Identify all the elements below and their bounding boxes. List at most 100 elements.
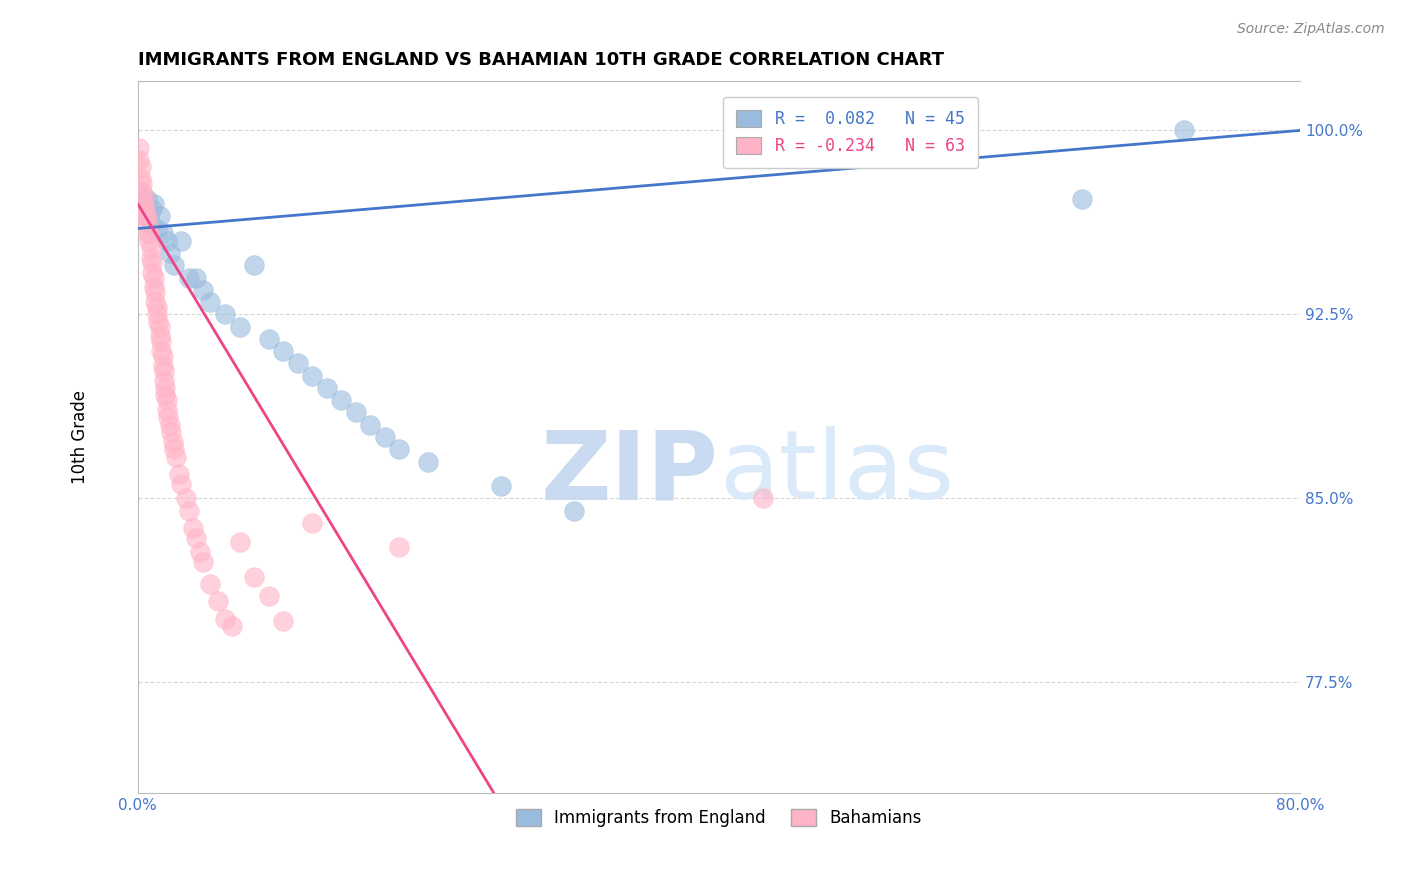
Point	[207, 594, 229, 608]
Point	[138, 227, 160, 241]
Point	[141, 256, 163, 270]
Point	[159, 246, 181, 260]
Point	[135, 192, 157, 206]
Point	[128, 192, 150, 206]
Point	[129, 172, 152, 186]
Point	[489, 479, 512, 493]
Point	[148, 315, 170, 329]
Point	[153, 364, 176, 378]
Point	[170, 476, 193, 491]
Point	[214, 307, 236, 321]
Point	[156, 403, 179, 417]
Point	[149, 319, 172, 334]
Point	[170, 234, 193, 248]
Point	[152, 349, 174, 363]
Point	[149, 209, 172, 223]
Point	[257, 332, 280, 346]
Point	[562, 503, 585, 517]
Point	[143, 285, 166, 300]
Point	[155, 388, 177, 402]
Point	[344, 405, 367, 419]
Point	[301, 368, 323, 383]
Point	[129, 192, 152, 206]
Point	[200, 295, 222, 310]
Point	[184, 270, 207, 285]
Point	[143, 295, 166, 310]
Point	[193, 283, 215, 297]
Point	[330, 393, 353, 408]
Point	[184, 531, 207, 545]
Point	[134, 197, 156, 211]
Point	[128, 153, 150, 167]
Point	[193, 555, 215, 569]
Point	[136, 217, 159, 231]
Point	[131, 178, 153, 192]
Point	[134, 209, 156, 223]
Point	[132, 202, 155, 216]
Point	[167, 467, 190, 481]
Point	[177, 270, 200, 285]
Point	[128, 140, 150, 154]
Point	[128, 185, 150, 199]
Point	[174, 491, 197, 506]
Point	[221, 619, 243, 633]
Text: ZIP: ZIP	[541, 426, 718, 519]
Point	[214, 611, 236, 625]
Point	[315, 381, 337, 395]
Point	[374, 430, 396, 444]
Point	[359, 417, 381, 432]
Point	[141, 266, 163, 280]
Legend: Immigrants from England, Bahamians: Immigrants from England, Bahamians	[509, 803, 928, 834]
Point	[155, 381, 177, 395]
Point	[156, 393, 179, 408]
Point	[142, 270, 165, 285]
Point	[388, 442, 411, 457]
Point	[162, 434, 184, 449]
Point	[200, 577, 222, 591]
Point	[163, 258, 186, 272]
Point	[131, 185, 153, 199]
Point	[145, 307, 167, 321]
Point	[142, 280, 165, 294]
Y-axis label: 10th Grade: 10th Grade	[72, 390, 89, 484]
Point	[271, 614, 294, 628]
Point	[243, 258, 266, 272]
Point	[136, 202, 159, 216]
Point	[131, 202, 153, 216]
Point	[751, 491, 773, 506]
Point	[141, 202, 163, 216]
Point	[134, 202, 156, 216]
Point	[388, 541, 411, 555]
Point	[1173, 123, 1195, 137]
Point	[1071, 192, 1094, 206]
Point	[135, 209, 157, 223]
Point	[150, 344, 173, 359]
Point	[135, 209, 157, 223]
Point	[152, 227, 174, 241]
Point	[188, 545, 211, 559]
Point	[138, 234, 160, 248]
Point	[149, 329, 172, 343]
Point	[145, 300, 167, 314]
Point	[165, 450, 187, 464]
Point	[181, 521, 204, 535]
Point	[159, 417, 181, 432]
Point	[139, 217, 162, 231]
Point	[139, 251, 162, 265]
Point	[139, 241, 162, 255]
Point	[150, 334, 173, 349]
Point	[177, 503, 200, 517]
Point	[228, 319, 250, 334]
Point	[132, 197, 155, 211]
Text: atlas: atlas	[718, 426, 955, 519]
Point	[132, 192, 155, 206]
Point	[287, 356, 309, 370]
Point	[152, 359, 174, 373]
Point	[142, 197, 165, 211]
Point	[257, 590, 280, 604]
Point	[163, 442, 186, 457]
Point	[138, 209, 160, 223]
Point	[153, 374, 176, 388]
Text: Source: ZipAtlas.com: Source: ZipAtlas.com	[1237, 22, 1385, 37]
Point	[301, 516, 323, 530]
